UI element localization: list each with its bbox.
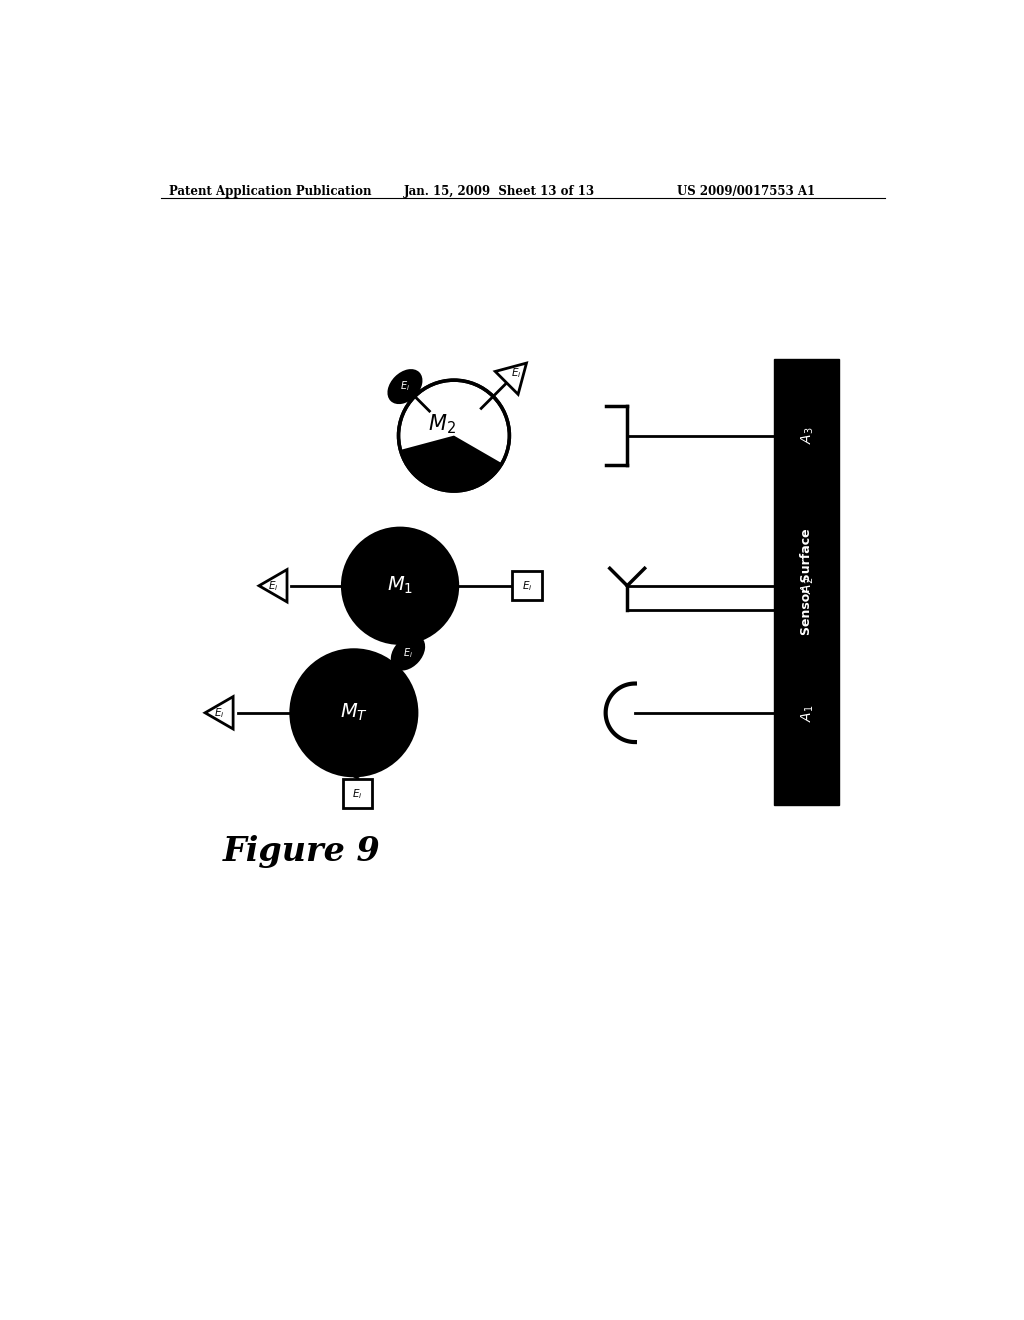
Text: $M_2$: $M_2$ [428, 412, 457, 436]
Text: Figure 9: Figure 9 [223, 836, 381, 869]
Polygon shape [259, 570, 287, 602]
Polygon shape [496, 363, 526, 395]
Text: Sensor Surface: Sensor Surface [800, 528, 813, 635]
Text: $A_3$: $A_3$ [800, 426, 816, 445]
Text: $E_i$: $E_i$ [511, 366, 522, 380]
Circle shape [342, 528, 458, 644]
Bar [773, 359, 839, 805]
Polygon shape [400, 436, 502, 491]
Polygon shape [205, 697, 233, 729]
Circle shape [291, 649, 417, 776]
Ellipse shape [388, 370, 422, 403]
Bar [512, 572, 542, 601]
Text: $E_i$: $E_i$ [214, 706, 224, 719]
Text: $M_1$: $M_1$ [387, 576, 413, 597]
Text: $A_1$: $A_1$ [800, 704, 816, 722]
Text: Patent Application Publication: Patent Application Publication [169, 185, 372, 198]
Text: $M_T$: $M_T$ [340, 702, 368, 723]
Text: Jan. 15, 2009  Sheet 13 of 13: Jan. 15, 2009 Sheet 13 of 13 [403, 185, 595, 198]
Ellipse shape [392, 636, 424, 669]
Text: $A_2$: $A_2$ [800, 577, 816, 594]
Text: $E_i$: $E_i$ [522, 579, 532, 593]
Text: US 2009/0017553 A1: US 2009/0017553 A1 [677, 185, 815, 198]
Text: $E_i$: $E_i$ [352, 787, 362, 800]
Circle shape [398, 380, 509, 491]
Text: $E_i$: $E_i$ [267, 579, 279, 593]
Bar [343, 779, 373, 808]
Text: $E_i$: $E_i$ [403, 645, 413, 660]
Text: $E_i$: $E_i$ [400, 380, 410, 393]
